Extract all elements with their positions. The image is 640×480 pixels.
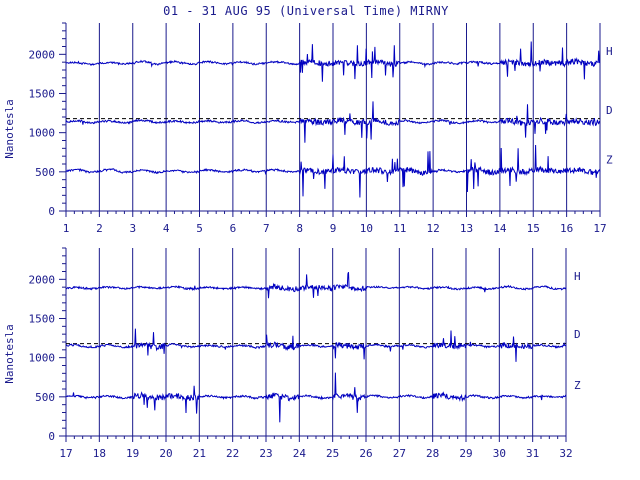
x-tick-label: 18 bbox=[93, 447, 106, 460]
series-line-z bbox=[65, 144, 601, 198]
y-axis-label: Nanotesla bbox=[3, 99, 16, 159]
series-label-h: H bbox=[606, 45, 613, 58]
x-tick-label: 5 bbox=[196, 222, 203, 235]
x-tick-label: 11 bbox=[393, 222, 406, 235]
x-tick-label: 26 bbox=[359, 447, 372, 460]
series-line-z bbox=[65, 372, 567, 423]
x-tick-label: 15 bbox=[527, 222, 540, 235]
x-tick-label: 13 bbox=[460, 222, 473, 235]
x-tick-label: 3 bbox=[129, 222, 136, 235]
x-tick-label: 23 bbox=[259, 447, 272, 460]
series-label-z: Z bbox=[606, 153, 613, 166]
x-tick-label: 2 bbox=[96, 222, 103, 235]
series-line-d bbox=[66, 328, 567, 362]
series-label-h: H bbox=[574, 270, 581, 283]
x-tick-label: 8 bbox=[296, 222, 303, 235]
series-line-h bbox=[65, 41, 601, 82]
x-tick-label: 21 bbox=[193, 447, 206, 460]
x-tick-label: 25 bbox=[326, 447, 339, 460]
y-tick-label: 500 bbox=[35, 166, 55, 179]
y-tick-label: 500 bbox=[35, 391, 55, 404]
y-tick-label: 1500 bbox=[29, 313, 56, 326]
page-title: 01 - 31 AUG 95 (Universal Time) MIRNY bbox=[163, 4, 449, 18]
series-label-d: D bbox=[574, 328, 581, 341]
series-label-z: Z bbox=[574, 379, 581, 392]
chart-panel-1: 1 2 3 4 5 6 7 8 9 10 11 12 13 14 15 16 17050010001500200… bbox=[3, 22, 613, 235]
x-tick-label: 28 bbox=[426, 447, 439, 460]
x-tick-label: 9 bbox=[330, 222, 337, 235]
x-tick-label: 31 bbox=[526, 447, 539, 460]
x-tick-label: 27 bbox=[393, 447, 406, 460]
x-tick-label: 17 bbox=[59, 447, 72, 460]
x-tick-label: 29 bbox=[459, 447, 472, 460]
y-tick-label: 0 bbox=[48, 430, 55, 443]
x-tick-label: 7 bbox=[263, 222, 270, 235]
series-line-h bbox=[66, 271, 567, 299]
x-tick-label: 6 bbox=[230, 222, 237, 235]
y-tick-label: 1000 bbox=[29, 352, 56, 365]
x-tick-label: 20 bbox=[159, 447, 172, 460]
chart-panel-2: 17 18 19 20 21 22 23 24 25 26 27 28 29 30 31 32 0 500 1000… bbox=[3, 247, 581, 460]
series-label-d: D bbox=[606, 104, 613, 117]
x-tick-label: 14 bbox=[493, 222, 507, 235]
y-tick-label: 2000 bbox=[29, 48, 56, 61]
x-tick-label: 12 bbox=[427, 222, 440, 235]
y-tick-label: 1000 bbox=[29, 127, 56, 140]
y-axis-label: Nanotesla bbox=[3, 324, 16, 384]
x-tick-label: 4 bbox=[163, 222, 170, 235]
x-tick-label: 19 bbox=[126, 447, 139, 460]
x-tick-label: 10 bbox=[360, 222, 373, 235]
x-tick-label: 16 bbox=[560, 222, 573, 235]
x-tick-label: 30 bbox=[493, 447, 506, 460]
x-tick-label: 24 bbox=[293, 447, 307, 460]
x-tick-label: 1 bbox=[63, 222, 70, 235]
y-tick-label: 0 bbox=[48, 205, 55, 218]
series-line-d bbox=[65, 101, 601, 143]
y-tick-label: 1500 bbox=[29, 88, 56, 101]
y-tick-label: 2000 bbox=[29, 273, 56, 286]
x-tick-label: 32 bbox=[559, 447, 572, 460]
x-tick-label: 22 bbox=[226, 447, 239, 460]
x-tick-label: 17 bbox=[593, 222, 606, 235]
